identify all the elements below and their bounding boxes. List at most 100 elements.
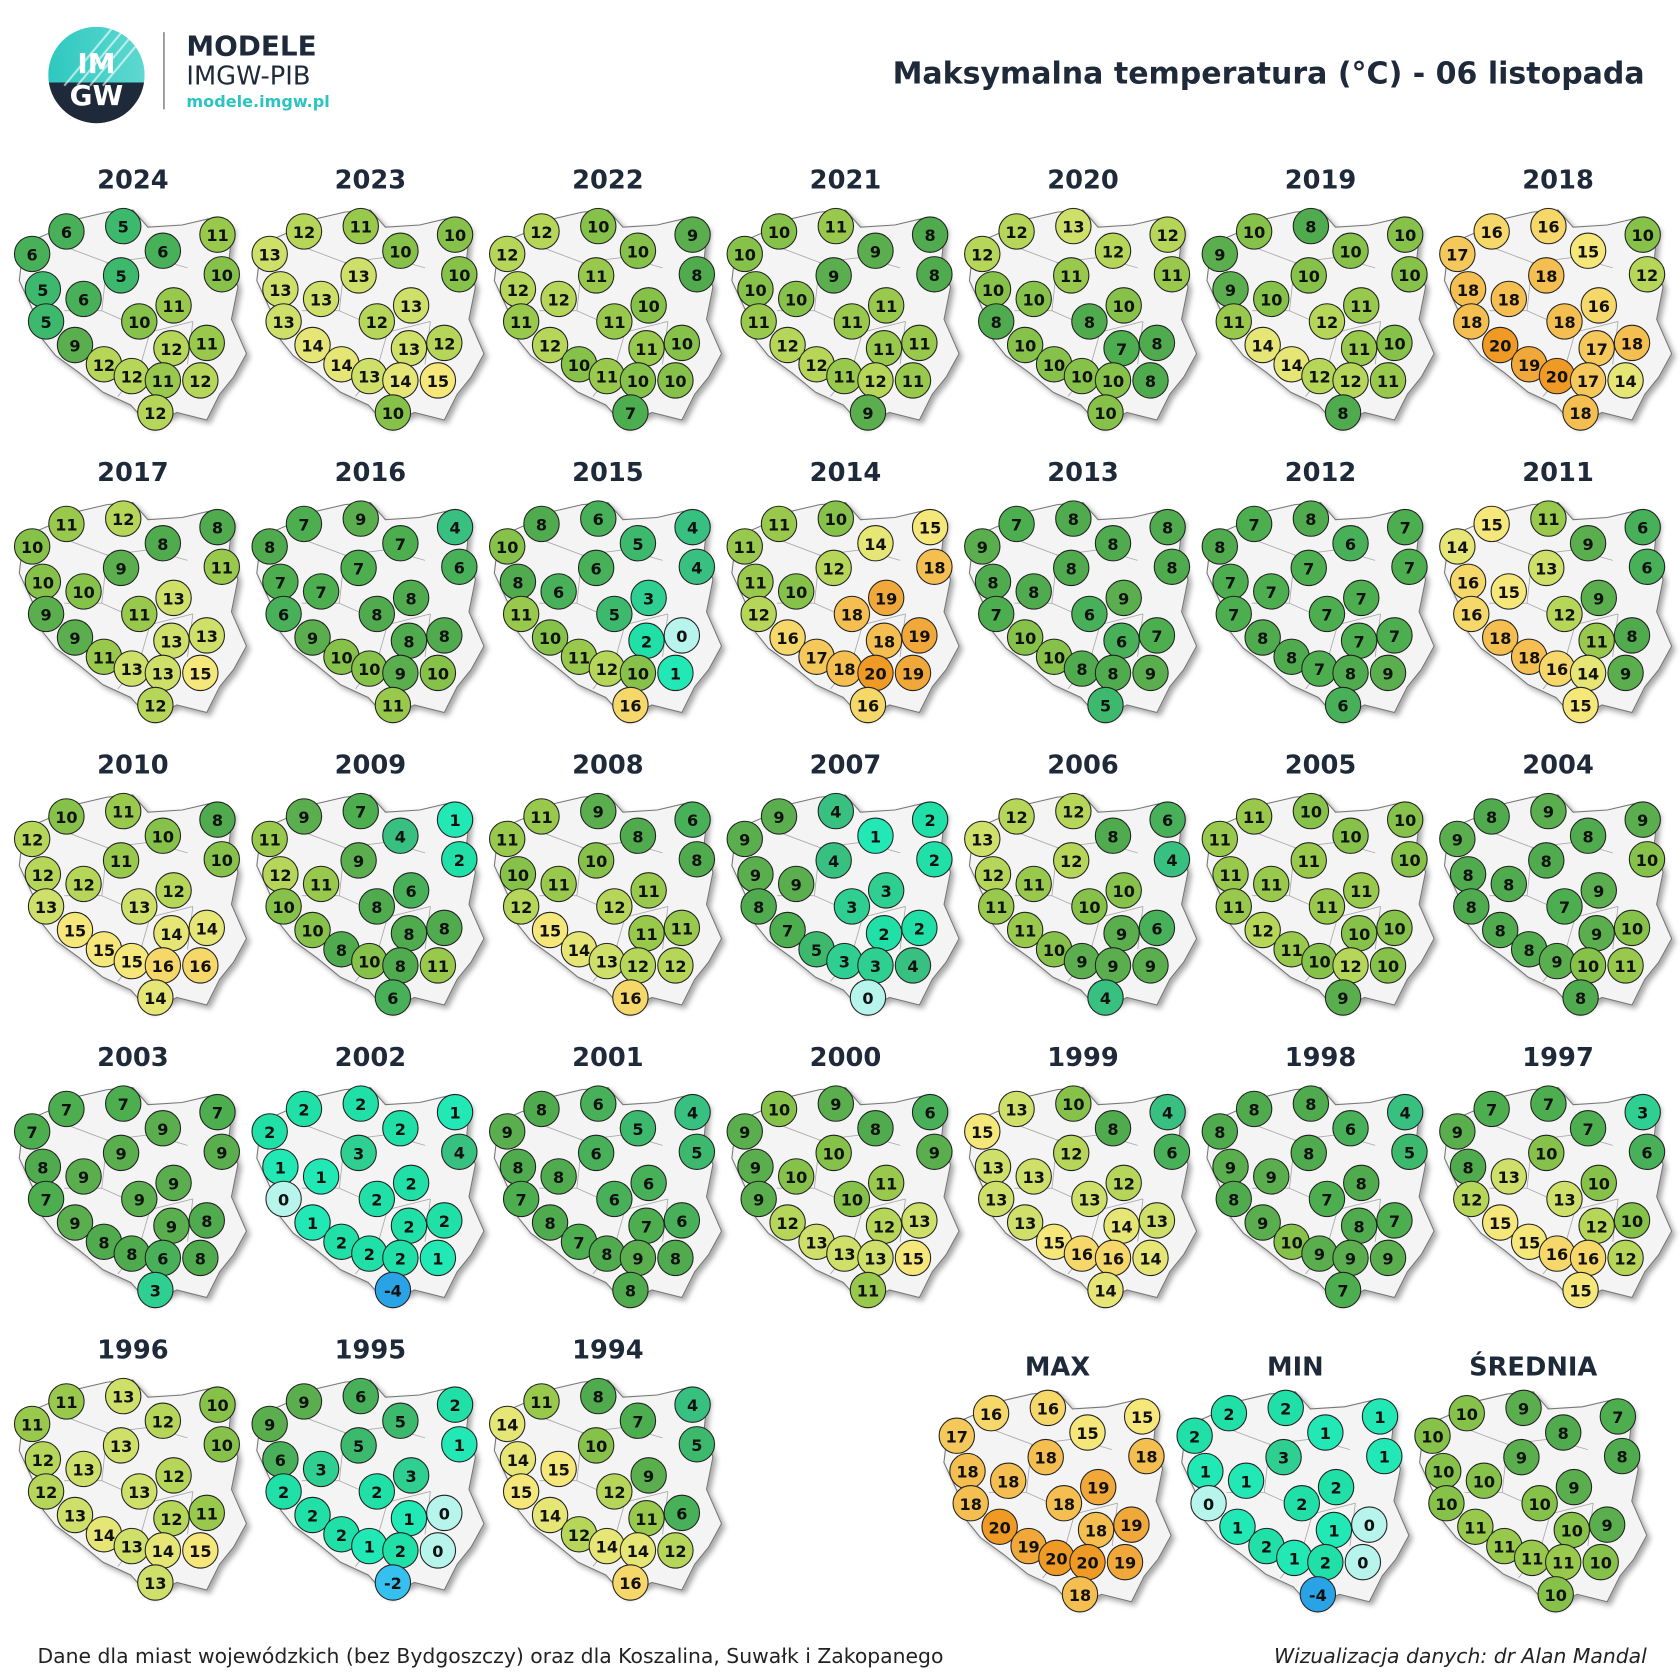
city-marker: [1006, 619, 1044, 656]
city-marker: [144, 1110, 182, 1147]
city-marker: [1244, 1204, 1281, 1241]
city-marker: [302, 280, 340, 318]
city-marker: [358, 595, 396, 633]
city-marker: [374, 1564, 412, 1601]
city-value: 10: [1473, 1472, 1495, 1491]
city-value: -4: [384, 1282, 402, 1301]
panel-label: 2016: [335, 458, 407, 488]
city-marker: [1481, 1204, 1519, 1241]
city-value: 9: [1452, 1123, 1463, 1142]
city-value: 8: [601, 1245, 612, 1264]
city-value: 8: [1084, 313, 1095, 332]
panel-label: 2006: [1047, 751, 1119, 781]
city-marker: [1473, 1090, 1510, 1128]
city-value: 15: [971, 1123, 993, 1142]
city-value: 6: [1166, 1143, 1177, 1162]
city-value: 18: [1135, 1448, 1157, 1467]
city-marker: [285, 1090, 323, 1128]
city-marker: [1219, 1508, 1256, 1545]
city-value: 4: [687, 1104, 698, 1123]
city-marker: [674, 216, 711, 253]
city-value: 11: [1219, 866, 1241, 885]
city-value: 2: [406, 1174, 417, 1193]
city-marker: [188, 1494, 225, 1532]
city-value: 10: [785, 291, 807, 310]
city-value: 10: [55, 808, 77, 827]
city-value: 9: [1145, 957, 1156, 976]
city-value: 0: [1357, 1554, 1368, 1573]
city-marker: [1344, 1543, 1382, 1581]
city-value: 9: [134, 1191, 145, 1210]
city-marker: [1055, 1085, 1092, 1122]
panel-label: 2018: [1522, 166, 1594, 196]
city-marker: [612, 1271, 649, 1309]
city-value: 11: [1552, 1554, 1574, 1573]
city-marker: [1235, 213, 1273, 250]
city-marker: [1015, 1158, 1052, 1195]
city-value: 12: [664, 1542, 686, 1561]
city-value: 9: [1314, 1245, 1325, 1264]
city-value: 10: [211, 266, 233, 285]
city-marker: [203, 256, 240, 293]
city-marker: [1308, 303, 1346, 340]
city-value: 6: [591, 1144, 602, 1163]
map-panel: 2019 9 10 8 10 10 10 9 10 10 11 12 11 14 14 12 11 12 10 11 8: [1201, 166, 1435, 431]
city-marker: [531, 326, 569, 364]
city-value: 12: [1636, 266, 1658, 285]
city-marker: [1210, 1394, 1248, 1432]
city-marker: [1490, 573, 1527, 610]
city-value: 9: [1382, 1249, 1393, 1268]
city-value: 16: [1588, 297, 1610, 316]
city-marker: [1253, 865, 1290, 903]
city-value: 13: [269, 281, 291, 300]
city-value: 6: [78, 291, 89, 310]
city-marker: [911, 508, 949, 546]
city-marker: [1343, 1164, 1380, 1202]
city-value: 11: [1585, 632, 1607, 651]
city-value: 9: [78, 1168, 89, 1187]
city-marker: [1071, 1180, 1108, 1218]
city-marker: [65, 1158, 102, 1195]
city-value: 2: [1261, 1538, 1272, 1557]
city-value: 8: [512, 573, 523, 592]
city-value: 15: [1569, 1282, 1591, 1301]
city-marker: [630, 579, 667, 617]
city-marker: [612, 1564, 649, 1601]
city-value: 6: [925, 1104, 936, 1123]
city-value: 10: [128, 313, 150, 332]
city-value: 9: [502, 1123, 513, 1142]
city-marker: [815, 1134, 852, 1172]
city-marker: [726, 1113, 763, 1150]
city-value: 8: [212, 519, 223, 538]
city-value: 5: [632, 535, 643, 554]
city-marker: [374, 1271, 412, 1309]
city-value: 8: [1582, 827, 1593, 846]
city-marker: [760, 505, 798, 543]
city-marker: [358, 1473, 396, 1510]
city-value: 11: [1280, 941, 1302, 960]
city-marker: [1113, 1506, 1150, 1543]
city-value: 14: [507, 1451, 529, 1470]
city-value: 10: [664, 372, 686, 391]
city-marker: [998, 1090, 1035, 1128]
city-marker: [199, 1093, 236, 1131]
city-marker: [769, 326, 806, 364]
city-value: 5: [691, 1436, 702, 1455]
city-marker: [13, 820, 51, 858]
city-marker: [1453, 303, 1490, 340]
city-marker: [137, 979, 174, 1016]
city-value: 9: [739, 1123, 750, 1142]
map-panel: 2015 10 8 6 5 4 4 8 6 6 3 5 11 10 11 12 2 10 0 1 16: [488, 458, 723, 724]
city-value: 10: [1348, 925, 1370, 944]
city-value: 10: [382, 404, 404, 423]
city-value: 8: [1305, 218, 1316, 237]
city-value: 11: [1614, 957, 1636, 976]
city-marker: [65, 573, 102, 610]
map-panel: 2008 11 11 9 8 6 8 10 10 11 11 12 12 15 14 13 11 12 11 12 16: [488, 751, 723, 1016]
city-value: 10: [1421, 1427, 1443, 1446]
city-marker: [1138, 909, 1176, 947]
city-value: 18: [833, 660, 855, 679]
panel-label: 1994: [572, 1336, 644, 1366]
city-value: 20: [864, 664, 886, 683]
